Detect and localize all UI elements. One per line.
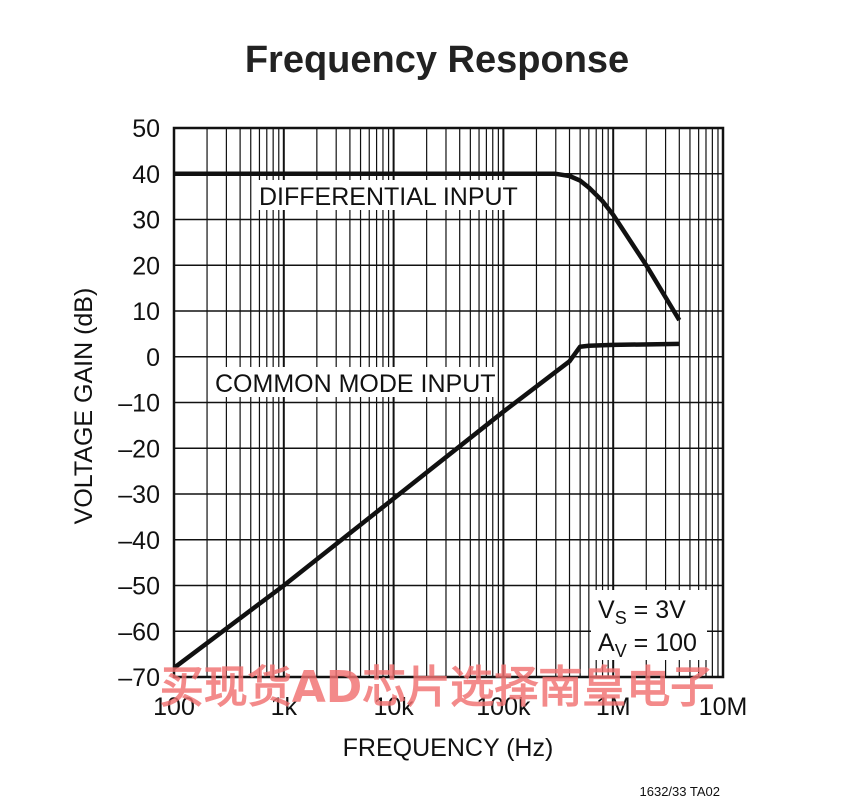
series-line-differential	[174, 171, 682, 322]
y-tick-label: 50	[132, 115, 160, 143]
y-tick-label: –30	[118, 481, 160, 509]
x-tick-label: 1k	[271, 693, 298, 721]
x-tick-label: 10k	[373, 693, 414, 721]
series-lines	[172, 171, 682, 670]
x-tick-label: 100	[153, 693, 195, 721]
differential-label-bg	[256, 180, 514, 210]
series-label-common-mode: COMMON MODE INPUT	[215, 370, 496, 398]
y-tick-label: 10	[132, 298, 160, 326]
x-tick-label: 1M	[596, 693, 631, 721]
y-tick-label: –20	[118, 435, 160, 463]
series-line-common-mode	[172, 341, 680, 670]
x-tick-labels: 100 1k 10k 100k 1M 10M	[153, 693, 747, 721]
y-tick-label: –10	[118, 390, 160, 418]
figure-id: 1632/33 TA02	[640, 784, 720, 799]
x-axis-label: FREQUENCY (Hz)	[343, 734, 554, 762]
plot-frame	[172, 126, 725, 679]
chart-title: Frequency Response	[245, 39, 629, 81]
grid	[172, 126, 725, 679]
y-tick-label: 40	[132, 161, 160, 189]
x-tick-label: 100k	[476, 693, 531, 721]
y-tick-label: –40	[118, 527, 160, 555]
y-tick-label: –70	[118, 664, 160, 692]
y-axis-label: VOLTAGE GAIN (dB)	[70, 288, 98, 525]
y-tick-label: –60	[118, 618, 160, 646]
watermark-text: 买现货AD芯片选择南皇电子	[160, 662, 715, 713]
conditions-box	[591, 590, 707, 660]
condition-vs: VS = 3V	[598, 596, 686, 628]
y-tick-label: 0	[146, 344, 160, 372]
y-tick-label: 30	[132, 207, 160, 235]
y-tick-label: 20	[132, 252, 160, 280]
x-tick-label: 10M	[699, 693, 748, 721]
series-label-differential: DIFFERENTIAL INPUT	[259, 183, 518, 211]
common-mode-label-bg	[212, 367, 497, 397]
y-tick-label: –50	[118, 573, 160, 601]
y-tick-labels: 50 40 30 20 10 0 –10 –20 –30 –40 –50 –60 –70	[118, 115, 160, 692]
condition-av: AV = 100	[598, 629, 697, 661]
